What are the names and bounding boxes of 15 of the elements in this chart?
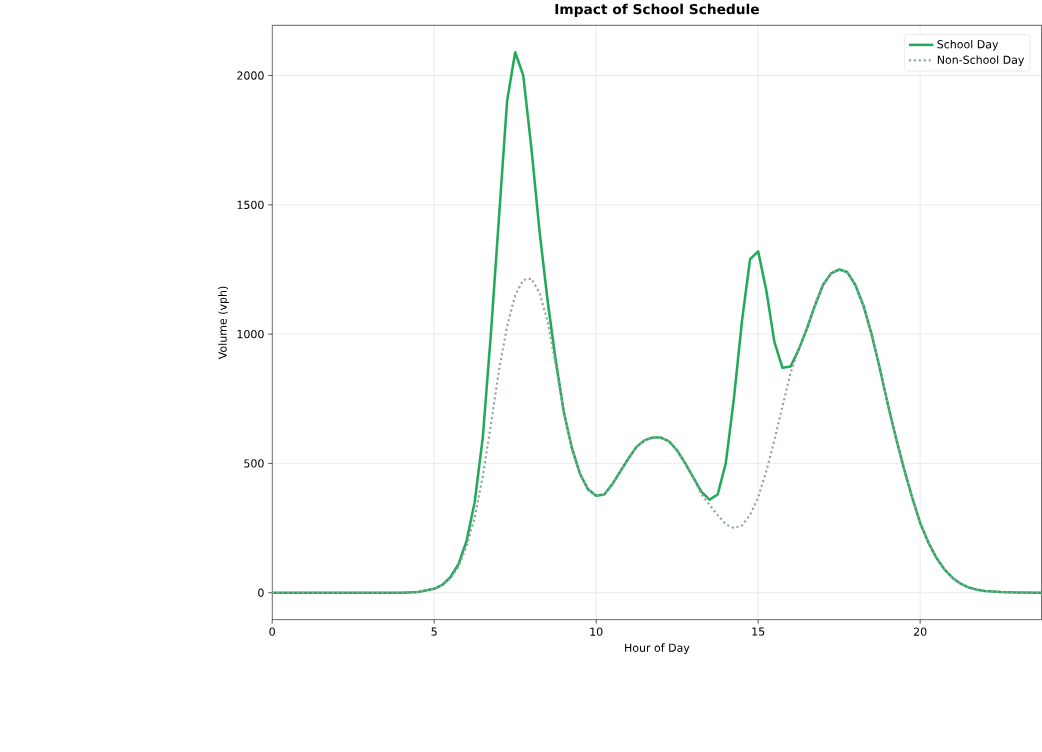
x-tick-label: 10 (590, 627, 603, 636)
x-tick-label: 5 (431, 627, 437, 636)
chart-title: Impact of School Schedule (555, 3, 759, 18)
y-tick-label: 2000 (237, 71, 264, 80)
y-tick-label: 500 (244, 459, 264, 468)
legend-label: Non-School Day (937, 55, 1025, 67)
y-axis-title: Volume (vph) (218, 286, 229, 360)
legend-label: School Day (937, 40, 999, 51)
x-tick-label: 15 (752, 627, 765, 636)
y-tick-label: 1500 (237, 200, 264, 210)
x-axis-title: Hour of Day (625, 643, 690, 655)
x-tick-label: 20 (913, 627, 927, 636)
y-tick-label: 0 (258, 588, 264, 598)
y-tick-label: 1000 (237, 330, 264, 339)
x-tick-label: 0 (269, 627, 275, 636)
